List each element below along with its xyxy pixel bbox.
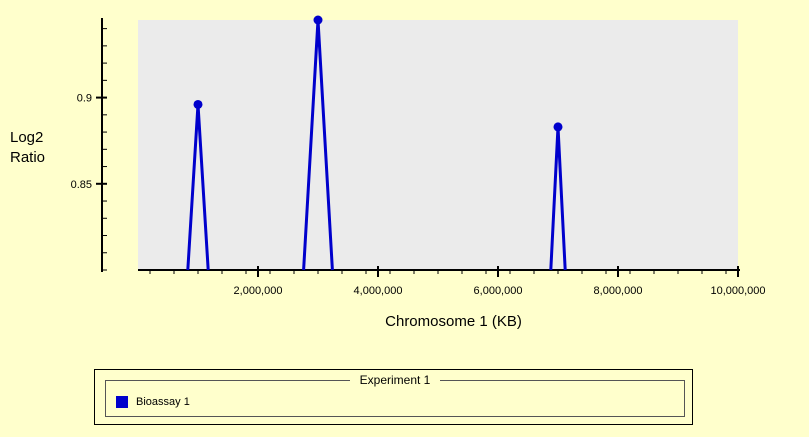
y-tick-label: 0.9 (77, 93, 92, 105)
x-tick-label: 4,000,000 (354, 285, 403, 297)
x-axis-label: Chromosome 1 (KB) (385, 313, 522, 330)
y-tick-label: 0.85 (71, 179, 92, 191)
data-point (193, 99, 203, 109)
legend-item-label: Bioassay 1 (136, 396, 190, 408)
y-axis-label-line-1: Log2 (10, 129, 44, 146)
legend: Experiment 1 Bioassay 1 (94, 369, 693, 425)
y-axis-label: Log2 Ratio (10, 128, 45, 168)
plot-area (138, 20, 738, 270)
data-point (313, 15, 323, 25)
legend-swatch (116, 396, 128, 408)
legend-group: Experiment 1 Bioassay 1 (105, 373, 685, 417)
legend-item-bioassay-1[interactable]: Bioassay 1 (116, 396, 190, 408)
x-tick-label: 6,000,000 (474, 285, 523, 297)
y-axis: 0.85 0.9 (71, 18, 107, 272)
x-tick-label: 10,000,000 (710, 285, 765, 297)
series-layer (186, 15, 567, 271)
x-tick-label: 8,000,000 (594, 285, 643, 297)
legend-title: Experiment 1 (106, 372, 684, 388)
x-axis: 2,000,000 4,000,000 6,000,000 8,000,000 10,0… (138, 266, 766, 297)
y-axis-label-line-2: Ratio (10, 149, 46, 166)
data-point (553, 122, 563, 132)
x-tick-label: 2,000,000 (234, 285, 283, 297)
